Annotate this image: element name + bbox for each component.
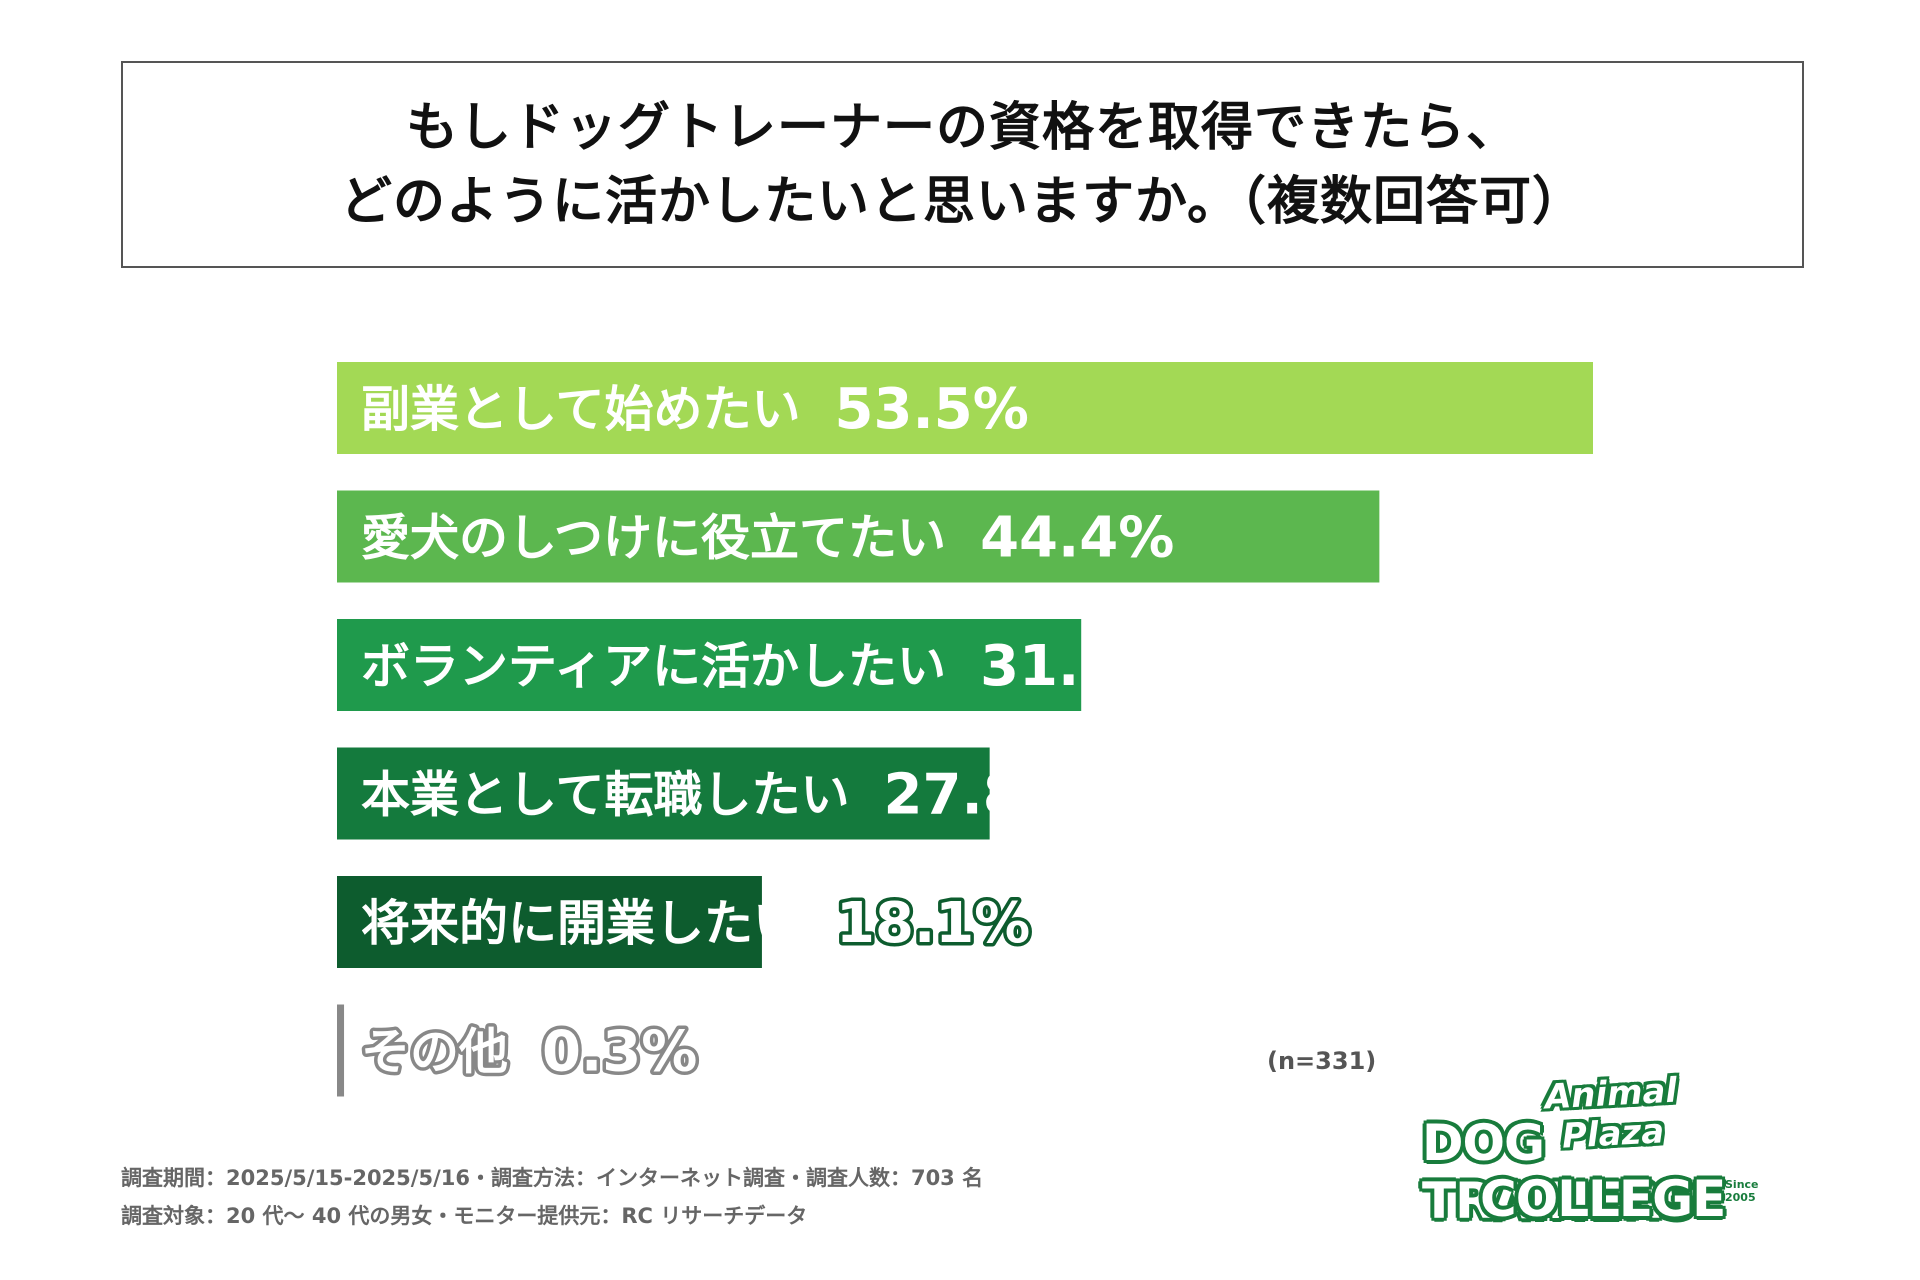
bar-label-1: 副業として始めたい [361,381,801,438]
bar-value-2: 44.4% [980,506,1174,571]
chart-title-line-2: どのように活かしたいと思いますか。（複数回答可） [340,171,1585,232]
dog-trainers-college-logo: Animal Plaza DOG TRAINERS COLLEGE Since … [1422,1071,1784,1230]
bar-3 [337,619,1082,711]
bar-2 [337,490,1380,583]
logo-since-text: Since 2005 [1725,1178,1759,1204]
bar-value-1: 53.5% [835,377,1029,442]
bar-value-3: 31.7% [980,634,1174,699]
logo-line-2: COLLEGE [1480,1170,1726,1228]
bar-value-6: 0.3% [542,1020,697,1085]
survey-footnote-2: 調査対象：20 代〜 40 代の男女・モニター提供元：RC リサーチデータ [121,1204,808,1228]
chart-title-line-1: もしドッグトレーナーの資格を取得できたら、 [405,97,1519,158]
bar-label-5: 将来的に開業したい [361,895,802,952]
bar-value-4: 27.8% [884,763,1078,828]
sample-size-label: (n=331) [1267,1047,1377,1075]
bar-value-5: 18.1% [836,891,1030,956]
survey-footnote-1: 調査期間：2025/5/15-2025/5/16・調査方法：インターネット調査・… [121,1166,984,1190]
chart-title-box: もしドッグトレーナーの資格を取得できたら、 どのように活かしたいと思いますか。（… [121,61,1804,268]
bar-1 [337,362,1593,454]
bar-label-4: 本業として転職したい [361,767,850,824]
bar-label-6: その他 [361,1024,508,1081]
bar-label-3: ボランティアに活かしたい [361,638,946,695]
bar-4 [337,747,990,840]
bar-label-2: 愛犬のしつけに役立てたい [361,510,946,567]
logo-line-1: DOG TRAINERS [1422,1114,1695,1230]
bar-5 [337,876,762,968]
bar-6 [337,1004,345,1097]
